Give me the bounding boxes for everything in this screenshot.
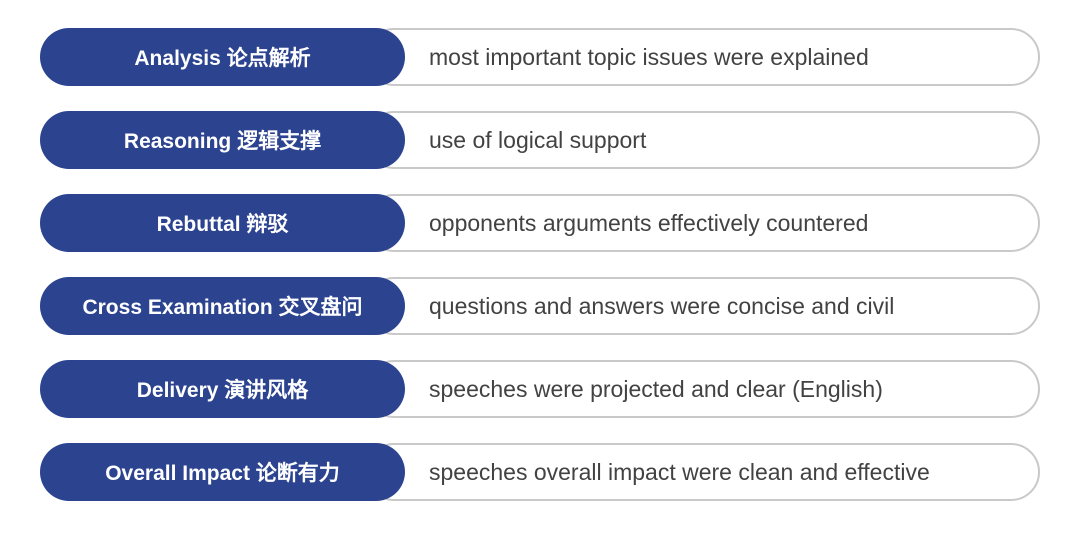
criteria-row: Rebuttal 辩驳 opponents arguments effectiv… — [40, 194, 1040, 252]
criteria-label: Overall Impact 论断有力 — [105, 457, 340, 487]
criteria-label-pill: Analysis 论点解析 — [40, 28, 405, 86]
criteria-label: Analysis 论点解析 — [134, 42, 310, 72]
criteria-label: Delivery 演讲风格 — [137, 374, 309, 404]
criteria-label: Cross Examination 交叉盘问 — [82, 291, 362, 321]
criteria-description: use of logical support — [429, 127, 646, 154]
criteria-row: Cross Examination 交叉盘问 questions and ans… — [40, 277, 1040, 335]
criteria-description-box: most important topic issues were explain… — [365, 28, 1040, 86]
criteria-row: Analysis 论点解析 most important topic issue… — [40, 28, 1040, 86]
criteria-label-pill: Cross Examination 交叉盘问 — [40, 277, 405, 335]
criteria-description: speeches were projected and clear (Engli… — [429, 376, 883, 403]
criteria-label: Reasoning 逻辑支撑 — [124, 125, 321, 155]
criteria-description-box: opponents arguments effectively countere… — [365, 194, 1040, 252]
criteria-description: speeches overall impact were clean and e… — [429, 459, 930, 486]
criteria-row: Overall Impact 论断有力 speeches overall imp… — [40, 443, 1040, 501]
criteria-row: Reasoning 逻辑支撑 use of logical support — [40, 111, 1040, 169]
criteria-row: Delivery 演讲风格 speeches were projected an… — [40, 360, 1040, 418]
criteria-description-box: speeches overall impact were clean and e… — [365, 443, 1040, 501]
criteria-label-pill: Overall Impact 论断有力 — [40, 443, 405, 501]
criteria-description: questions and answers were concise and c… — [429, 293, 894, 320]
criteria-description-box: questions and answers were concise and c… — [365, 277, 1040, 335]
criteria-label-pill: Delivery 演讲风格 — [40, 360, 405, 418]
criteria-label-pill: Rebuttal 辩驳 — [40, 194, 405, 252]
criteria-label: Rebuttal 辩驳 — [157, 208, 289, 238]
criteria-list: Analysis 论点解析 most important topic issue… — [40, 28, 1040, 501]
criteria-description-box: use of logical support — [365, 111, 1040, 169]
criteria-description: opponents arguments effectively countere… — [429, 210, 868, 237]
criteria-description: most important topic issues were explain… — [429, 44, 869, 71]
criteria-description-box: speeches were projected and clear (Engli… — [365, 360, 1040, 418]
criteria-label-pill: Reasoning 逻辑支撑 — [40, 111, 405, 169]
